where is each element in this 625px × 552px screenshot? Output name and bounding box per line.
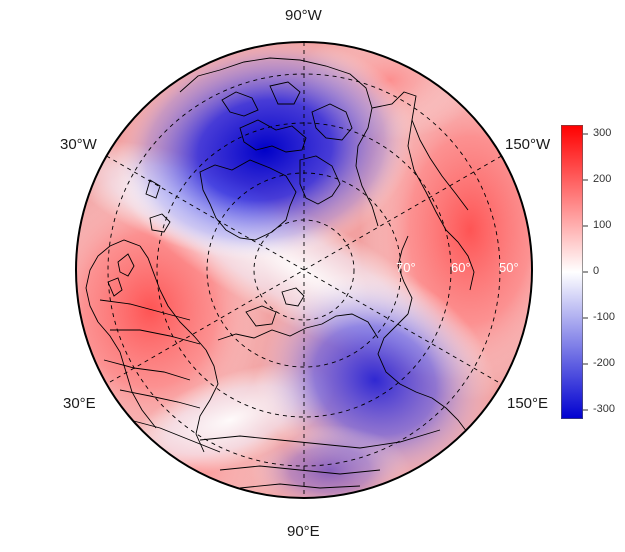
map-boundary xyxy=(75,41,533,499)
longitude-label-150e: 150°E xyxy=(507,395,549,412)
latitude-label-70: 70° xyxy=(396,260,416,275)
colorbar-label: 100 xyxy=(593,219,612,231)
longitude-label-150w: 150°W xyxy=(505,136,551,153)
siberia-coastline xyxy=(217,313,379,341)
negative-anomaly-canada xyxy=(116,42,414,262)
colorbar-label: 300 xyxy=(593,127,612,139)
colorbar-label: -300 xyxy=(593,403,616,415)
latitude-label-60: 60° xyxy=(451,260,471,275)
longitude-label-30e: 30°E xyxy=(63,395,96,412)
longitude-label-90e: 90°E xyxy=(287,523,320,540)
graticule xyxy=(106,42,502,498)
europe-coastline xyxy=(139,245,207,351)
colorbar-label: 0 xyxy=(593,265,600,277)
greenland-coastline xyxy=(199,159,297,241)
latitude-circle-50 xyxy=(156,122,452,418)
north-america-coastline xyxy=(179,57,379,227)
longitude-label-90w: 90°W xyxy=(285,7,322,24)
colorbar-label: -200 xyxy=(593,357,616,369)
shaded-field xyxy=(76,42,532,498)
longitude-label-30w: 30°W xyxy=(60,136,97,153)
latitude-label-50: 50° xyxy=(499,260,519,275)
coastlines xyxy=(85,57,481,489)
colorbar xyxy=(561,125,583,419)
colorbar-label: 200 xyxy=(593,173,612,185)
colorbar-ticks xyxy=(583,133,588,411)
colorbar-label: -100 xyxy=(593,311,616,323)
